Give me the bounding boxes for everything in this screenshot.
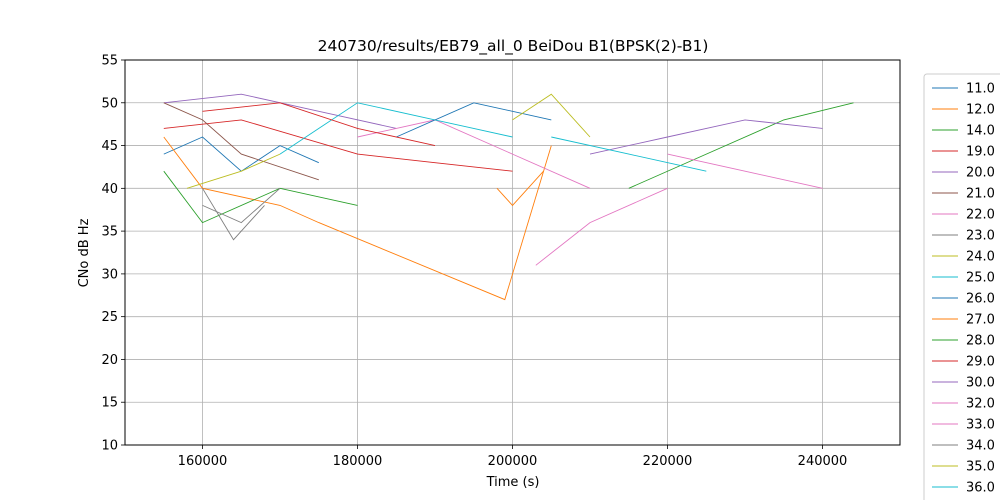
x-tick-label: 220000 <box>643 454 693 469</box>
legend-label: 22.0 <box>966 208 995 223</box>
series-line-28.0 <box>628 102 854 189</box>
y-tick-label: 50 <box>101 96 118 111</box>
y-tick-label: 35 <box>101 225 118 240</box>
series-line-35.0 <box>512 93 591 138</box>
axis-ticks: 160000 180000 200000 220000 240000 10 15 20 25 30… <box>101 54 847 470</box>
series-line-30.0 <box>589 119 823 155</box>
y-tick-label: 40 <box>101 182 118 197</box>
y-tick-label: 10 <box>101 439 118 454</box>
chart-title: 240730/results/EB79_all_0 BeiDou B1(BPSK… <box>318 37 709 56</box>
series-line-36.0 <box>551 136 707 172</box>
legend-label: 27.0 <box>966 313 995 328</box>
legend-box <box>923 73 1000 500</box>
series-line-12.0 <box>163 136 552 301</box>
series-line-22.0 <box>357 119 591 189</box>
series-line-29.0 <box>202 102 436 147</box>
legend-label: 25.0 <box>966 271 995 286</box>
legend: 11.0 12.0 14.0 19.0 20.0 21.0 22.0 23.0 24.0 25.0… <box>923 73 1000 500</box>
y-tick-label: 55 <box>101 54 118 69</box>
series-line-27.0 <box>496 170 544 207</box>
x-tick-label: 200000 <box>488 454 538 469</box>
plot-series <box>163 93 854 301</box>
y-axis-label: CNo dB Hz <box>77 218 92 287</box>
legend-label: 26.0 <box>966 292 995 307</box>
x-tick-label: 180000 <box>333 454 383 469</box>
y-tick-label: 15 <box>101 396 118 411</box>
legend-label: 35.0 <box>966 460 995 475</box>
series-line-32.0 <box>667 153 823 189</box>
series-line-21.0 <box>163 102 319 181</box>
series-line-14.0 <box>163 170 358 224</box>
y-tick-label: 20 <box>101 353 118 368</box>
legend-label: 19.0 <box>966 145 995 160</box>
series-line-33.0 <box>535 187 668 266</box>
series-line-24.0 <box>186 153 281 189</box>
legend-label: 12.0 <box>966 103 995 118</box>
y-tick-label: 30 <box>101 267 118 282</box>
legend-label: 33.0 <box>966 418 995 433</box>
legend-label: 23.0 <box>966 229 995 244</box>
grid-lines <box>125 59 900 446</box>
series-line-23.0 <box>202 187 281 224</box>
legend-label: 30.0 <box>966 376 995 391</box>
series-line-26.0 <box>396 102 552 138</box>
legend-label: 20.0 <box>966 166 995 181</box>
series-line-34.0 <box>202 188 265 241</box>
legend-label: 34.0 <box>966 439 995 454</box>
x-tick-label: 240000 <box>798 454 848 469</box>
series-line-19.0 <box>163 119 513 172</box>
legend-label: 14.0 <box>966 124 995 139</box>
legend-label: 24.0 <box>966 250 995 265</box>
legend-label: 28.0 <box>966 334 995 349</box>
legend-label: 36.0 <box>966 481 995 496</box>
x-tick-label: 160000 <box>178 454 228 469</box>
legend-label: 21.0 <box>966 187 995 202</box>
y-tick-label: 25 <box>101 310 118 325</box>
legend-label: 11.0 <box>966 82 995 97</box>
x-axis-label: Time (s) <box>486 475 540 490</box>
legend-label: 29.0 <box>966 355 995 370</box>
y-tick-label: 45 <box>101 139 118 154</box>
legend-label: 32.0 <box>966 397 995 412</box>
series-line-25.0 <box>279 102 513 155</box>
series-line-20.0 <box>163 93 397 129</box>
